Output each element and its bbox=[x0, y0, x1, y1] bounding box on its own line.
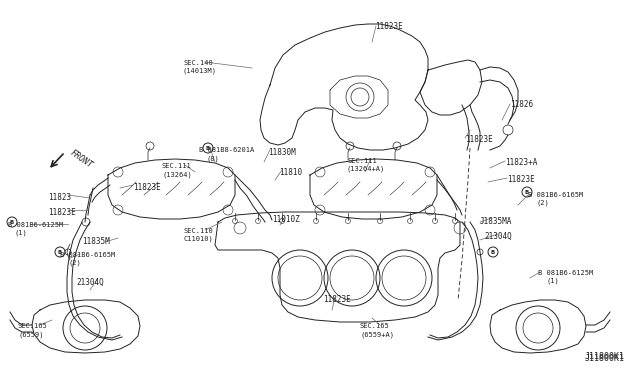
Text: 11010Z: 11010Z bbox=[272, 215, 300, 224]
Text: 11823: 11823 bbox=[48, 193, 71, 202]
Text: 11826: 11826 bbox=[510, 100, 533, 109]
Text: J11800K1: J11800K1 bbox=[585, 354, 625, 363]
Text: SEC.165: SEC.165 bbox=[360, 323, 390, 329]
Text: (8): (8) bbox=[207, 155, 220, 161]
Text: 11830M: 11830M bbox=[268, 148, 296, 157]
Text: 11823E: 11823E bbox=[323, 295, 351, 304]
Text: (2): (2) bbox=[68, 260, 81, 266]
Text: B: B bbox=[10, 219, 14, 224]
Text: 21304Q: 21304Q bbox=[484, 232, 512, 241]
Text: B 081B6-6125M: B 081B6-6125M bbox=[8, 222, 63, 228]
Text: B 081B6-6165M: B 081B6-6165M bbox=[60, 252, 115, 258]
Text: 11823E: 11823E bbox=[48, 208, 76, 217]
Text: SEC.111: SEC.111 bbox=[347, 158, 377, 164]
Text: B: B bbox=[58, 250, 62, 254]
Text: (6559+A): (6559+A) bbox=[360, 331, 394, 337]
Text: B: B bbox=[491, 250, 495, 254]
Text: (1): (1) bbox=[14, 230, 27, 237]
Text: 21304Q: 21304Q bbox=[76, 278, 104, 287]
Text: J1835MA: J1835MA bbox=[480, 217, 513, 226]
Text: B 081B6-6165M: B 081B6-6165M bbox=[528, 192, 583, 198]
Text: B: B bbox=[206, 145, 210, 151]
Text: (6559): (6559) bbox=[18, 331, 44, 337]
Text: J11800K1: J11800K1 bbox=[585, 352, 625, 361]
Text: SEC.140: SEC.140 bbox=[183, 60, 212, 66]
Text: 11823E: 11823E bbox=[507, 175, 535, 184]
Text: SEC.111: SEC.111 bbox=[162, 163, 192, 169]
Text: 11823E: 11823E bbox=[465, 135, 493, 144]
Text: (1): (1) bbox=[546, 278, 559, 285]
Text: SEC.110: SEC.110 bbox=[183, 228, 212, 234]
Text: 11810: 11810 bbox=[279, 168, 302, 177]
Text: B 081B6-6125M: B 081B6-6125M bbox=[538, 270, 593, 276]
Text: (2): (2) bbox=[536, 200, 548, 206]
Text: B 081B8-6201A: B 081B8-6201A bbox=[199, 147, 254, 153]
Text: B: B bbox=[525, 189, 529, 195]
Text: (14013M): (14013M) bbox=[183, 68, 217, 74]
Text: FRONT: FRONT bbox=[68, 148, 93, 170]
Text: 11823+A: 11823+A bbox=[505, 158, 538, 167]
Text: (13264): (13264) bbox=[162, 171, 192, 177]
Text: 11823E: 11823E bbox=[133, 183, 161, 192]
Text: 11823E: 11823E bbox=[375, 22, 403, 31]
Text: 11835M: 11835M bbox=[82, 237, 109, 246]
Text: C11010): C11010) bbox=[183, 236, 212, 243]
Text: (13264+A): (13264+A) bbox=[347, 166, 385, 173]
Text: SEC.165: SEC.165 bbox=[18, 323, 48, 329]
